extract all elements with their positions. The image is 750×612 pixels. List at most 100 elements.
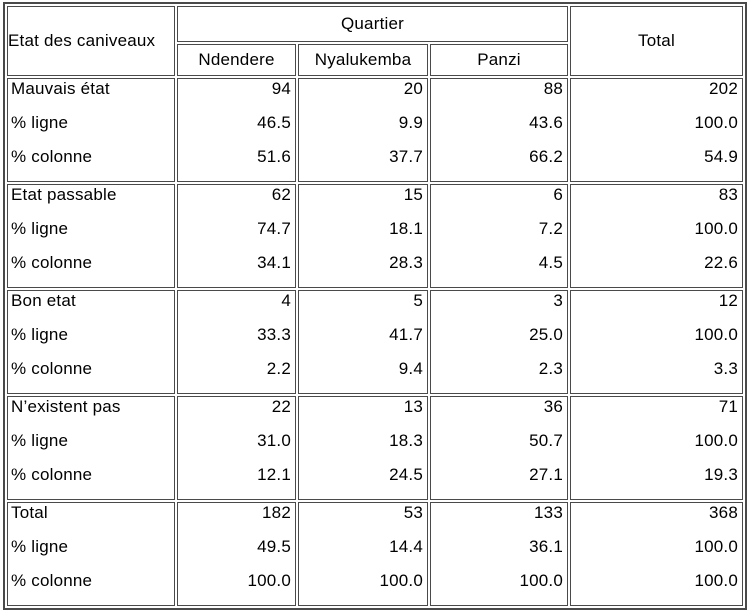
row-label: Etat passable <box>11 185 117 204</box>
row-label: Bon etat <box>11 291 76 310</box>
count-value: 3 <box>553 291 563 310</box>
pct-colonne-value: 100.0 <box>519 571 563 590</box>
count-value: 88 <box>543 79 563 98</box>
group-header-quartier: Quartier <box>177 6 568 42</box>
pct-colonne-value: 100.0 <box>247 571 291 590</box>
pct-colonne-value: 27.1 <box>529 465 563 484</box>
cell-nyalukemba: 53 14.4 100.0 <box>298 502 428 606</box>
row-label-cell: N’existent pas % ligne % colonne <box>7 396 175 500</box>
pct-colonne-value: 2.3 <box>538 359 563 378</box>
pct-ligne-value: 31.0 <box>257 431 291 450</box>
pct-ligne-value: 18.3 <box>389 431 423 450</box>
cell-panzi: 133 36.1 100.0 <box>430 502 568 606</box>
pct-ligne-value: 43.6 <box>529 113 563 132</box>
pct-colonne-value: 2.2 <box>266 359 291 378</box>
count-value: 15 <box>403 185 423 204</box>
pct-colonne-value: 9.4 <box>398 359 423 378</box>
row-label-cell: Total % ligne % colonne <box>7 502 175 606</box>
pct-ligne-value: 7.2 <box>538 219 563 238</box>
cell-nyalukemba: 15 18.1 28.3 <box>298 184 428 288</box>
pct-ligne-value: 9.9 <box>398 113 423 132</box>
count-value: 368 <box>709 503 738 522</box>
row-label: Mauvais état <box>11 79 110 98</box>
count-value: 62 <box>271 185 291 204</box>
column-header-nyalukemba: Nyalukemba <box>298 44 428 76</box>
pct-ligne-value: 33.3 <box>257 325 291 344</box>
pct-ligne-value: 25.0 <box>529 325 563 344</box>
cell-panzi: 36 50.7 27.1 <box>430 396 568 500</box>
pct-colonne-label: % colonne <box>11 147 93 166</box>
pct-colonne-value: 100.0 <box>694 571 738 590</box>
cell-panzi: 3 25.0 2.3 <box>430 290 568 394</box>
row-label-cell: Bon etat % ligne % colonne <box>7 290 175 394</box>
row-label: N’existent pas <box>11 397 121 416</box>
pct-ligne-value: 100.0 <box>694 219 738 238</box>
pct-colonne-label: % colonne <box>11 253 93 272</box>
cell-total: 12 100.0 3.3 <box>570 290 743 394</box>
count-value: 133 <box>534 503 563 522</box>
cell-total: 71 100.0 19.3 <box>570 396 743 500</box>
count-value: 182 <box>262 503 291 522</box>
cell-ndendere: 22 31.0 12.1 <box>177 396 296 500</box>
pct-colonne-value: 66.2 <box>529 147 563 166</box>
count-value: 71 <box>718 397 738 416</box>
pct-ligne-value: 100.0 <box>694 431 738 450</box>
pct-ligne-value: 74.7 <box>257 219 291 238</box>
column-header-total: Total <box>570 6 743 76</box>
pct-ligne-value: 18.1 <box>389 219 423 238</box>
pct-ligne-value: 49.5 <box>257 537 291 556</box>
pct-colonne-value: 22.6 <box>704 253 738 272</box>
row-label-cell: Etat passable % ligne % colonne <box>7 184 175 288</box>
cell-ndendere: 62 74.7 34.1 <box>177 184 296 288</box>
count-value: 4 <box>281 291 291 310</box>
crosstab-table: Etat des caniveaux Quartier Total Ndende… <box>3 2 747 610</box>
pct-colonne-value: 3.3 <box>713 359 738 378</box>
pct-ligne-label: % ligne <box>11 113 69 132</box>
table-row-total: Total % ligne % colonne 182 49.5 100.0 5… <box>7 502 743 606</box>
pct-ligne-label: % ligne <box>11 431 69 450</box>
row-label-cell: Mauvais état % ligne % colonne <box>7 78 175 182</box>
count-value: 83 <box>718 185 738 204</box>
cell-total: 83 100.0 22.6 <box>570 184 743 288</box>
pct-ligne-value: 100.0 <box>694 325 738 344</box>
pct-colonne-label: % colonne <box>11 465 93 484</box>
pct-ligne-value: 50.7 <box>529 431 563 450</box>
count-value: 12 <box>718 291 738 310</box>
pct-colonne-value: 28.3 <box>389 253 423 272</box>
cell-ndendere: 182 49.5 100.0 <box>177 502 296 606</box>
pct-colonne-value: 4.5 <box>538 253 563 272</box>
count-value: 53 <box>403 503 423 522</box>
corner-header: Etat des caniveaux <box>7 6 175 76</box>
pct-ligne-value: 100.0 <box>694 537 738 556</box>
pct-ligne-value: 100.0 <box>694 113 738 132</box>
cell-panzi: 6 7.2 4.5 <box>430 184 568 288</box>
count-value: 20 <box>403 79 423 98</box>
pct-colonne-value: 12.1 <box>257 465 291 484</box>
pct-ligne-value: 41.7 <box>389 325 423 344</box>
pct-colonne-value: 100.0 <box>379 571 423 590</box>
pct-ligne-value: 36.1 <box>529 537 563 556</box>
table-row-nexistent-pas: N’existent pas % ligne % colonne 22 31.0… <box>7 396 743 500</box>
cell-ndendere: 4 33.3 2.2 <box>177 290 296 394</box>
header-row-group: Etat des caniveaux Quartier Total <box>7 6 743 76</box>
cell-nyalukemba: 13 18.3 24.5 <box>298 396 428 500</box>
count-value: 36 <box>543 397 563 416</box>
count-value: 13 <box>403 397 423 416</box>
table-row-etat-passable: Etat passable % ligne % colonne 62 74.7 … <box>7 184 743 288</box>
count-value: 202 <box>709 79 738 98</box>
pct-colonne-label: % colonne <box>11 359 93 378</box>
cell-nyalukemba: 5 41.7 9.4 <box>298 290 428 394</box>
column-header-ndendere: Ndendere <box>177 44 296 76</box>
pct-colonne-value: 51.6 <box>257 147 291 166</box>
pct-colonne-value: 19.3 <box>704 465 738 484</box>
pct-colonne-label: % colonne <box>11 571 93 590</box>
pct-ligne-value: 46.5 <box>257 113 291 132</box>
pct-ligne-value: 14.4 <box>389 537 423 556</box>
count-value: 6 <box>553 185 563 204</box>
row-label: Total <box>11 503 48 522</box>
pct-ligne-label: % ligne <box>11 537 69 556</box>
cell-total: 368 100.0 100.0 <box>570 502 743 606</box>
header-row-columns: Ndendere Nyalukemba Panzi <box>7 44 743 76</box>
cell-total: 202 100.0 54.9 <box>570 78 743 182</box>
